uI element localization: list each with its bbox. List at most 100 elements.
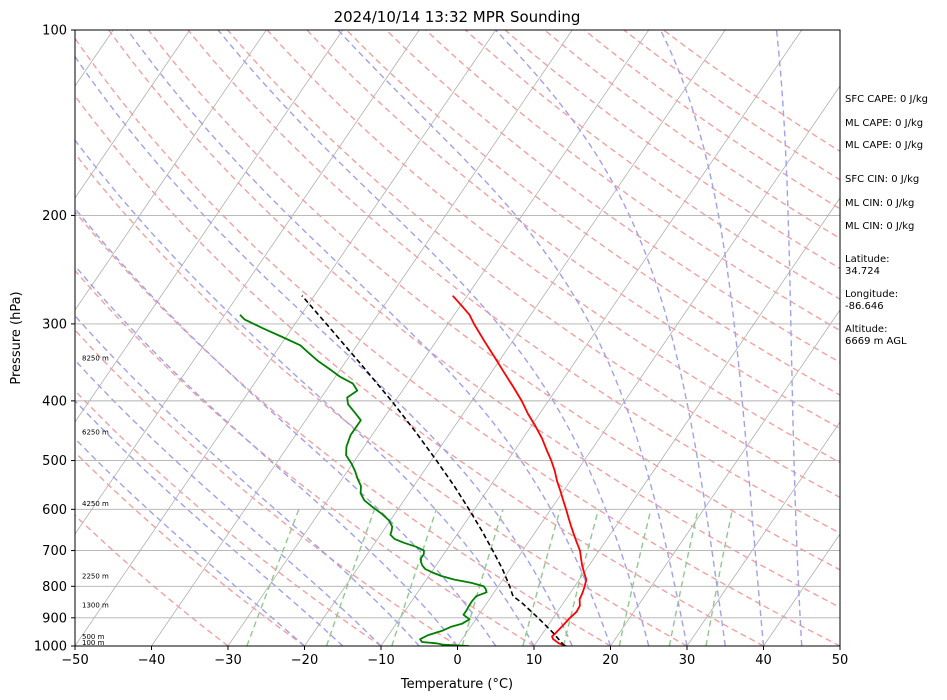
y-tick-label: 300: [42, 317, 67, 332]
isotherm-line: [75, 30, 191, 199]
x-tick-label: 10: [526, 653, 543, 668]
mixing-ratio-line: [461, 509, 504, 646]
reference-lines: [75, 30, 840, 646]
y-tick-label: 200: [42, 209, 67, 224]
moist-adiabat-line: [775, 30, 803, 646]
height-label: 6250 m: [82, 428, 109, 436]
mixing-ratio-line: [618, 509, 652, 646]
x-tick-label: −50: [61, 653, 88, 668]
height-label: 1300 m: [82, 602, 109, 610]
dry-adiabat-line: [385, 30, 840, 364]
height-label: 500 m: [82, 633, 105, 641]
dry-adiabat-line: [266, 30, 840, 464]
y-tick-label: 1000: [34, 640, 67, 655]
dewpoint-profile-line: [239, 314, 488, 646]
moist-adiabat-line: [75, 207, 497, 646]
dry-adiabat-line: [346, 30, 840, 396]
moist-adiabat-line: [659, 30, 765, 646]
altitude-value: 6669 m AGL: [845, 336, 907, 347]
mixing-ratio-line: [391, 509, 438, 646]
mixing-ratio-line: [246, 509, 300, 646]
height-label: 100 m: [82, 639, 105, 647]
y-tick-label: 600: [42, 503, 67, 518]
moist-adiabat-line: [75, 314, 420, 646]
height-label: 2250 m: [82, 573, 109, 581]
x-tick-label: −20: [291, 653, 318, 668]
y-tick-label: 100: [42, 24, 67, 39]
ml-cin-text: ML CIN: 0 J/kg: [845, 198, 914, 209]
moist-adiabat-line: [495, 30, 726, 646]
moist-adiabat-line: [75, 264, 459, 646]
dry-adiabat-line: [227, 30, 840, 499]
ml-cape-text: ML CAPE: 0 J/kg: [845, 118, 923, 129]
dry-adiabat-line: [108, 30, 840, 609]
isotherm-line: [533, 197, 840, 646]
dry-adiabat-line: [425, 30, 840, 332]
temperature-profile-line: [452, 295, 588, 646]
isotherm-line: [75, 30, 420, 535]
dry-adiabat-line: [75, 94, 764, 646]
height-label: 8250 m: [82, 354, 109, 362]
isotherm-line: [610, 309, 840, 646]
dry-adiabat-line: [147, 30, 840, 571]
altitude-label: Altitude:: [845, 324, 887, 335]
isotherm-line: [457, 85, 840, 646]
dry-adiabat-line: [306, 30, 840, 430]
mixing-ratio-line: [668, 509, 699, 646]
side-info-panel: SFC CAPE: 0 J/kg ML CAPE: 0 J/kg ML CAPE…: [845, 94, 928, 347]
dry-adiabat-line: [75, 37, 840, 646]
x-tick-label: −10: [367, 653, 394, 668]
isotherm-line: [227, 30, 650, 646]
isotherm-line: [380, 30, 803, 646]
mixing-ratio-line: [705, 509, 734, 646]
moist-adiabat-line: [75, 139, 535, 646]
x-tick-label: 20: [602, 653, 619, 668]
latitude-label: Latitude:: [845, 254, 890, 265]
dry-adiabat-line: [464, 30, 840, 300]
latitude-value: 34.724: [845, 266, 880, 277]
longitude-value: -86.646: [845, 301, 884, 312]
y-tick-label: 800: [42, 580, 67, 595]
x-tick-label: 40: [755, 653, 772, 668]
x-axis-ticks: −50 −40 −30 −20 −10 0 10 20 30 40 50: [61, 646, 848, 668]
mixing-ratio-line: [562, 509, 600, 646]
moist-adiabat-line: [75, 399, 344, 646]
dry-adiabat-line: [75, 269, 535, 646]
x-tick-label: 50: [832, 653, 849, 668]
mixing-ratio-line: [522, 509, 561, 646]
x-tick-label: −30: [214, 653, 241, 668]
longitude-label: Longitude:: [845, 289, 898, 300]
isotherm-line: [75, 30, 344, 423]
y-axis-ticks: 1000 900 800 700 600 500 400 300 200 100: [34, 24, 75, 655]
moist-adiabat-line: [217, 30, 650, 646]
chart-title: 2024/10/14 13:32 MPR Sounding: [334, 8, 581, 26]
isotherm-line: [304, 30, 726, 646]
y-tick-label: 700: [42, 544, 67, 559]
isobar-gridlines: [75, 30, 840, 646]
y-axis-label: Pressure (hPa): [9, 291, 24, 384]
y-tick-label: 400: [42, 394, 67, 409]
mu-cin-text: ML CIN: 0 J/kg: [845, 221, 914, 232]
isotherm-line: [686, 421, 840, 646]
y-tick-label: 500: [42, 454, 67, 469]
sounding-profiles: [239, 295, 588, 646]
isotherm-line: [75, 30, 267, 311]
isotherm-line: [763, 533, 840, 646]
sfc-cin-text: SFC CIN: 0 J/kg: [845, 174, 919, 185]
dry-adiabat-line: [75, 514, 229, 646]
sfc-cape-text: SFC CAPE: 0 J/kg: [845, 94, 928, 105]
mixing-ratio-line: [325, 509, 376, 646]
mu-cape-text: ML CAPE: 0 J/kg: [845, 140, 923, 151]
plot-background: [75, 30, 840, 646]
moist-adiabat-line: [75, 359, 382, 646]
x-tick-label: 0: [453, 653, 461, 668]
dry-adiabat-line: [504, 30, 840, 270]
y-tick-label: 900: [42, 611, 67, 626]
height-label: 4250 m: [82, 500, 109, 508]
x-axis-label: Temperature (°C): [400, 677, 513, 692]
moist-adiabat-line: [75, 437, 305, 646]
x-tick-label: 30: [679, 653, 696, 668]
x-tick-label: −40: [138, 653, 165, 668]
